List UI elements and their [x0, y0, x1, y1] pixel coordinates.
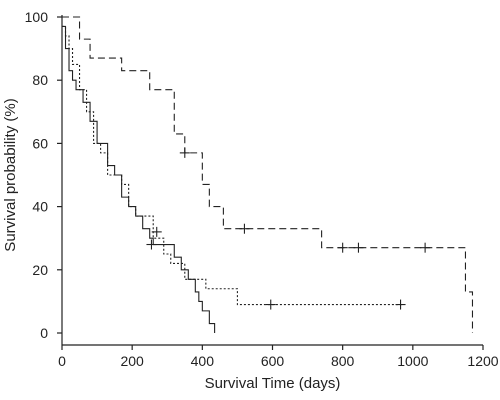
x-tick-label: 1000 [397, 353, 428, 369]
series-group [62, 16, 474, 333]
censor-mark [179, 147, 190, 158]
y-tick-label: 20 [32, 262, 48, 278]
censor-mark [395, 299, 406, 310]
x-tick-label: 800 [331, 353, 355, 369]
x-tick-label: 1200 [467, 353, 498, 369]
y-tick-label: 80 [32, 72, 48, 88]
censor-mark [265, 299, 276, 310]
y-tick-label: 0 [40, 325, 48, 341]
series-solid-line [62, 25, 216, 333]
censor-mark [420, 242, 431, 253]
censor-mark [151, 226, 162, 237]
y-tick-label: 60 [32, 135, 48, 151]
x-tick-label: 400 [191, 353, 215, 369]
x-tick-label: 0 [58, 353, 66, 369]
y-tick-label: 100 [25, 9, 49, 25]
y-tick-label: 40 [32, 199, 48, 215]
censor-mark [239, 223, 250, 234]
x-tick-label: 600 [261, 353, 285, 369]
censor-mark [146, 239, 157, 250]
series-dashed-line [62, 16, 474, 333]
axes: 0 200 400 600 800 1000 1200 0 20 40 60 80 100 [25, 9, 499, 369]
censor-mark [353, 242, 364, 253]
y-axis-label: Survival probability (%) [2, 98, 19, 251]
x-axis-label: Survival Time (days) [205, 375, 341, 392]
x-tick-label: 200 [120, 353, 144, 369]
censor-mark [337, 242, 348, 253]
